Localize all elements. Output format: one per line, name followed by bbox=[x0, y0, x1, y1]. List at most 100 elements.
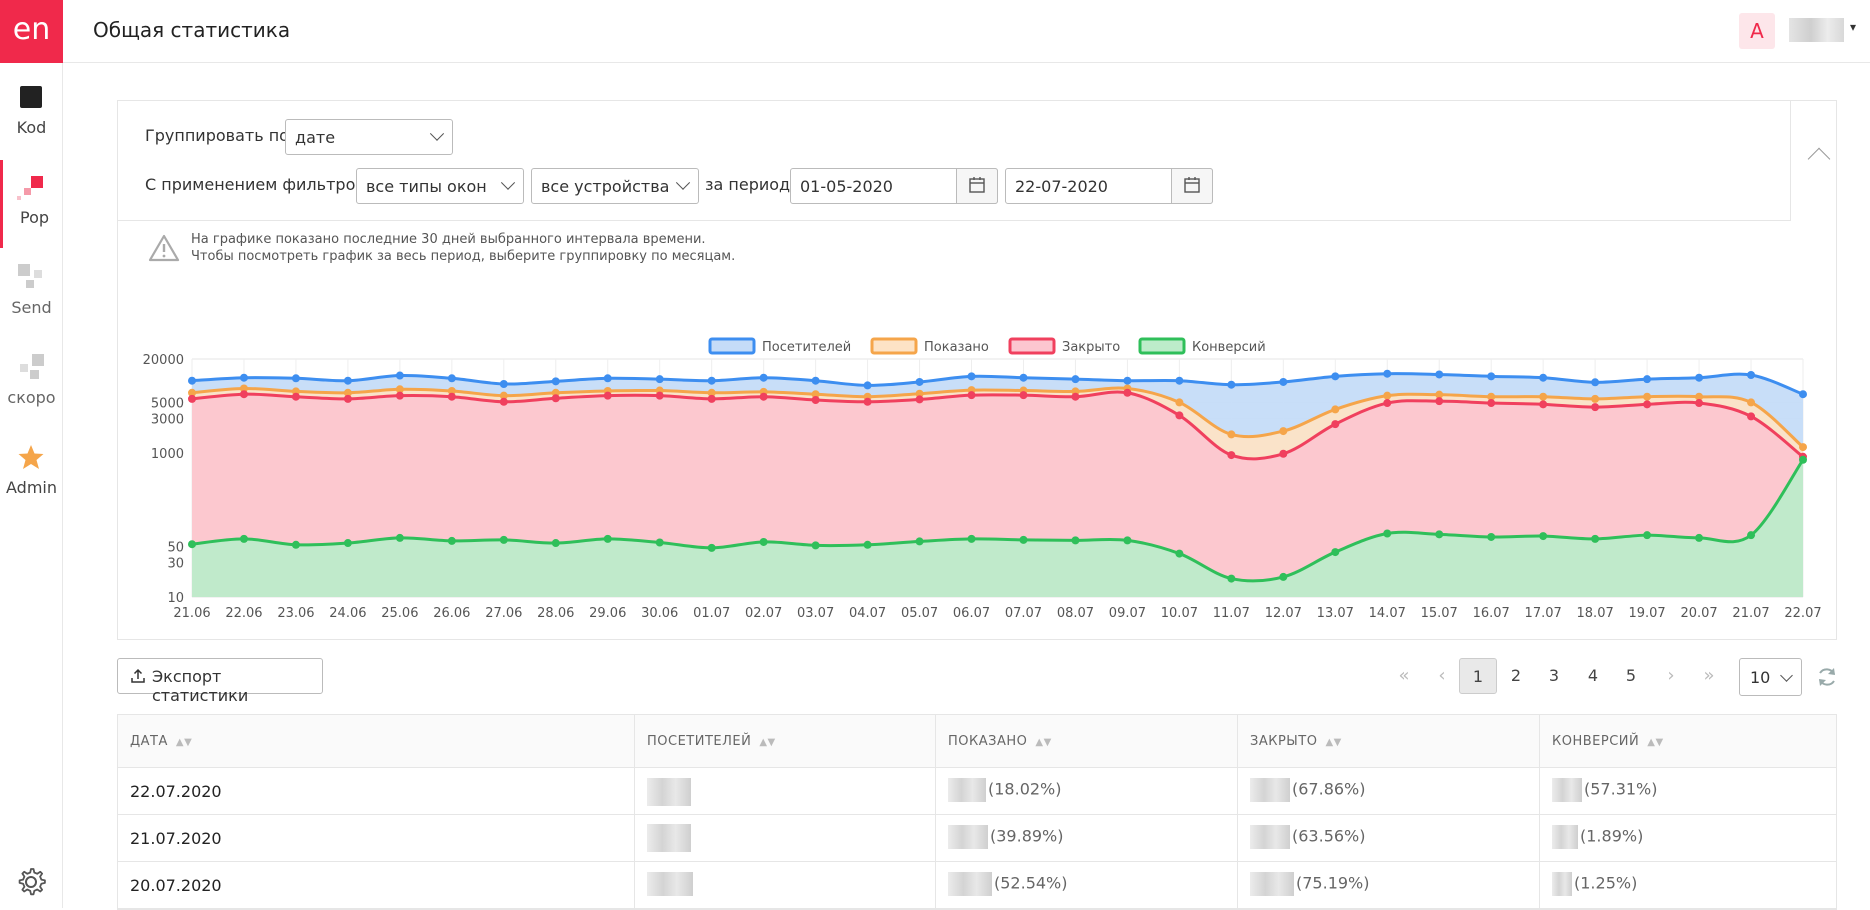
per-page-select[interactable]: 10 bbox=[1739, 658, 1802, 696]
data-point bbox=[291, 540, 300, 549]
data-point bbox=[188, 388, 196, 397]
series-area-3 bbox=[192, 459, 1803, 597]
cell-conversions: (1.25%) bbox=[1540, 862, 1838, 908]
data-point bbox=[1175, 411, 1184, 420]
cell-shown: (18.02%) bbox=[936, 768, 1238, 814]
data-point bbox=[188, 540, 196, 549]
data-point bbox=[395, 391, 404, 400]
header: Общая статистика A ▾ bbox=[63, 0, 1870, 63]
window-type-select[interactable]: все типы окон bbox=[356, 168, 524, 204]
cell-date: 22.07.2020 bbox=[118, 768, 635, 814]
data-point bbox=[551, 394, 560, 403]
data-point bbox=[499, 397, 508, 406]
table-header-row: ДАТА ▲▼ ПОСЕТИТЕЛЕЙ ▲▼ ПОКАЗАНО ▲▼ ЗАКРЫТО ▲… bbox=[118, 715, 1836, 768]
collapse-chevron-up-icon[interactable] bbox=[1807, 147, 1831, 171]
sidebar-item-pop[interactable]: Pop bbox=[0, 160, 63, 248]
data-point bbox=[1643, 400, 1652, 409]
x-tick-label: 05.07 bbox=[901, 606, 938, 621]
warning-icon bbox=[148, 234, 180, 262]
calendar-button[interactable] bbox=[1171, 168, 1213, 204]
shown-percent: (18.02%) bbox=[988, 779, 1062, 799]
data-point bbox=[1539, 400, 1548, 409]
page-2-button[interactable]: 2 bbox=[1510, 666, 1522, 685]
data-point bbox=[1695, 399, 1704, 408]
refresh-icon[interactable] bbox=[1815, 665, 1839, 689]
data-point bbox=[1175, 549, 1184, 558]
gear-icon[interactable] bbox=[15, 866, 47, 898]
first-page-button[interactable]: « bbox=[1398, 665, 1410, 686]
data-point bbox=[1175, 398, 1184, 407]
x-tick-label: 16.07 bbox=[1473, 606, 1510, 621]
data-point bbox=[1747, 412, 1756, 421]
x-tick-label: 13.07 bbox=[1317, 606, 1354, 621]
sidebar-item-send[interactable]: Send bbox=[0, 250, 63, 338]
sidebar-item-admin[interactable]: Admin bbox=[0, 430, 63, 518]
y-tick-label: 3000 bbox=[151, 412, 184, 427]
conversions-percent: (1.25%) bbox=[1574, 873, 1638, 893]
data-point bbox=[915, 389, 924, 398]
x-tick-label: 26.06 bbox=[433, 606, 470, 621]
page-3-button[interactable]: 3 bbox=[1548, 666, 1560, 685]
data-point bbox=[655, 391, 664, 400]
device-select[interactable]: все устройства bbox=[531, 168, 699, 204]
data-point bbox=[395, 533, 404, 542]
y-tick-label: 5000 bbox=[151, 396, 184, 411]
data-point bbox=[1487, 399, 1496, 408]
cell-closed: (67.86%) bbox=[1238, 768, 1540, 814]
column-header-conversions[interactable]: КОНВЕРСИЙ ▲▼ bbox=[1540, 715, 1838, 767]
data-point bbox=[655, 538, 664, 547]
logo[interactable]: en bbox=[0, 0, 63, 63]
date-to-input[interactable]: 22-07-2020 bbox=[1005, 168, 1213, 204]
x-tick-label: 28.06 bbox=[537, 606, 574, 621]
column-header-label: ПОКАЗАНО bbox=[948, 734, 1028, 749]
data-point bbox=[603, 391, 612, 400]
date-from-value: 01-05-2020 bbox=[800, 177, 893, 196]
data-point bbox=[1227, 451, 1236, 460]
data-point bbox=[1331, 420, 1340, 429]
page-4-button[interactable]: 4 bbox=[1587, 666, 1599, 685]
stats-table: ДАТА ▲▼ ПОСЕТИТЕЛЕЙ ▲▼ ПОКАЗАНО ▲▼ ЗАКРЫТО ▲… bbox=[117, 714, 1837, 910]
page-1-button[interactable]: 1 bbox=[1459, 658, 1497, 694]
sidebar-item-label: Send bbox=[11, 298, 52, 317]
legend-swatch bbox=[1008, 337, 1056, 355]
page-5-button[interactable]: 5 bbox=[1625, 666, 1637, 685]
column-header-label: ДАТА bbox=[130, 734, 168, 749]
export-button[interactable]: Экспорт статистики bbox=[117, 658, 323, 705]
data-point bbox=[1435, 390, 1444, 399]
star-icon bbox=[18, 445, 44, 469]
data-point bbox=[343, 539, 352, 548]
x-tick-label: 23.06 bbox=[277, 606, 314, 621]
sidebar-item-soon[interactable]: скоро bbox=[0, 340, 63, 428]
data-point bbox=[1123, 376, 1132, 385]
data-point bbox=[1227, 430, 1236, 439]
data-point bbox=[239, 373, 248, 382]
redacted-value bbox=[948, 778, 986, 802]
column-header-shown[interactable]: ПОКАЗАНО ▲▼ bbox=[936, 715, 1238, 767]
sidebar-item-kod[interactable]: Kod bbox=[0, 70, 63, 158]
column-header-label: КОНВЕРСИЙ bbox=[1552, 734, 1640, 749]
statistics-panel: Группировать по дате С применением фильт… bbox=[117, 100, 1837, 640]
group-by-value: дате bbox=[295, 128, 336, 147]
chevron-down-icon[interactable]: ▾ bbox=[1850, 20, 1857, 34]
date-from-input[interactable]: 01-05-2020 bbox=[790, 168, 998, 204]
user-name-redacted[interactable] bbox=[1789, 18, 1844, 42]
x-tick-label: 15.07 bbox=[1421, 606, 1458, 621]
avatar[interactable]: A bbox=[1739, 13, 1775, 49]
data-point bbox=[811, 390, 820, 399]
group-by-select[interactable]: дате bbox=[285, 119, 453, 155]
x-tick-label: 10.07 bbox=[1161, 606, 1198, 621]
x-tick-label: 25.06 bbox=[381, 606, 418, 621]
column-header-closed[interactable]: ЗАКРЫТО ▲▼ bbox=[1238, 715, 1540, 767]
x-tick-label: 06.07 bbox=[953, 606, 990, 621]
data-point bbox=[447, 392, 456, 401]
group-by-label: Группировать по bbox=[145, 126, 289, 145]
prev-page-button[interactable]: ‹ bbox=[1438, 665, 1446, 686]
last-page-button[interactable]: » bbox=[1703, 665, 1715, 686]
column-header-visitors[interactable]: ПОСЕТИТЕЛЕЙ ▲▼ bbox=[635, 715, 936, 767]
next-page-button[interactable]: › bbox=[1667, 665, 1675, 686]
column-header-date[interactable]: ДАТА ▲▼ bbox=[118, 715, 635, 767]
calendar-button[interactable] bbox=[956, 168, 998, 204]
data-point bbox=[1019, 391, 1028, 400]
data-point bbox=[967, 372, 976, 381]
data-point bbox=[1279, 377, 1288, 386]
